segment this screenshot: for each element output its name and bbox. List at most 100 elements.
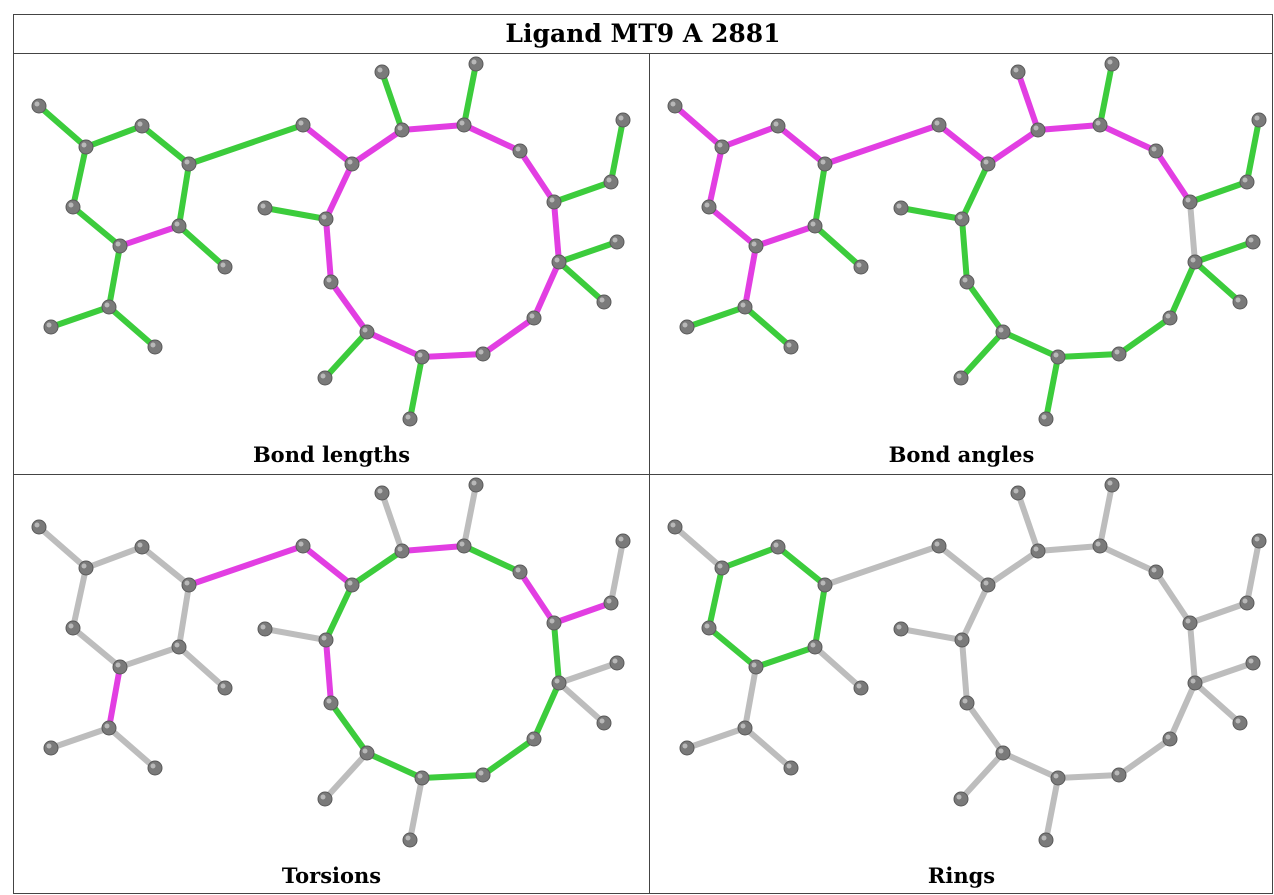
atom-highlight-6 bbox=[220, 683, 226, 689]
atom-20 bbox=[317, 370, 333, 386]
atom-highlight-19 bbox=[1041, 414, 1047, 420]
atom-6 bbox=[217, 680, 233, 696]
atom-17 bbox=[359, 745, 375, 761]
bond-24-23 bbox=[551, 620, 562, 686]
atom-5 bbox=[171, 218, 187, 234]
atom-highlight-0 bbox=[670, 522, 676, 528]
bond-4-8 bbox=[822, 122, 942, 167]
atom-11 bbox=[1092, 538, 1108, 554]
atom-highlight-10 bbox=[1033, 125, 1039, 131]
atom-27 bbox=[1245, 234, 1261, 250]
bond-29-31 bbox=[106, 725, 158, 771]
bond-29-30 bbox=[684, 725, 748, 751]
atom-highlight-14 bbox=[896, 624, 902, 630]
atom-highlight-8 bbox=[934, 541, 940, 547]
bond-10-13 bbox=[379, 69, 405, 133]
atom-highlight-17 bbox=[998, 748, 1004, 754]
bond-11-12 bbox=[461, 482, 479, 549]
bond-11-32 bbox=[1097, 122, 1159, 154]
atom-17 bbox=[995, 745, 1011, 761]
atom-12 bbox=[1104, 56, 1120, 72]
bond-17-20 bbox=[958, 750, 1006, 802]
bond-16-15 bbox=[323, 637, 334, 706]
atom-6 bbox=[217, 259, 233, 275]
bond-7-29 bbox=[742, 243, 759, 310]
bond-18-17 bbox=[1000, 329, 1061, 360]
atom-7 bbox=[112, 238, 128, 254]
bond-9-10 bbox=[985, 127, 1041, 167]
atom-30 bbox=[43, 740, 59, 756]
bond-4-5 bbox=[176, 582, 192, 650]
atom-26 bbox=[1251, 112, 1267, 128]
atom-4 bbox=[817, 156, 833, 172]
bond-8-9 bbox=[936, 122, 991, 167]
atom-22 bbox=[526, 310, 542, 326]
atom-highlight-21 bbox=[1114, 349, 1120, 355]
atom-6 bbox=[853, 680, 869, 696]
atom-9 bbox=[980, 577, 996, 593]
bond-10-13 bbox=[379, 490, 405, 554]
atom-highlight-0 bbox=[34, 101, 40, 107]
bond-11-12 bbox=[1097, 61, 1115, 128]
atom-highlight-1 bbox=[81, 142, 87, 148]
bond-24-23 bbox=[1187, 199, 1198, 265]
atom-highlight-0 bbox=[670, 101, 676, 107]
atom-20 bbox=[317, 791, 333, 807]
atom-highlight-8 bbox=[298, 120, 304, 126]
atom-19 bbox=[402, 832, 418, 848]
atom-10 bbox=[394, 122, 410, 138]
atom-highlight-25 bbox=[606, 177, 612, 183]
atom-16 bbox=[959, 274, 975, 290]
atom-23 bbox=[1187, 675, 1203, 691]
bond-23-28 bbox=[556, 259, 607, 305]
panel-bond-angles: Bond angles bbox=[650, 54, 1273, 474]
bond-29-31 bbox=[106, 304, 158, 350]
atom-highlight-14 bbox=[896, 203, 902, 209]
bond-7-2 bbox=[70, 204, 123, 249]
atom-highlight-24 bbox=[549, 618, 555, 624]
bond-18-17 bbox=[364, 329, 425, 360]
atom-highlight-6 bbox=[856, 683, 862, 689]
atom-highlight-26 bbox=[618, 115, 624, 121]
atom-highlight-1 bbox=[717, 142, 723, 148]
atom-9 bbox=[344, 577, 360, 593]
atom-highlight-30 bbox=[46, 322, 52, 328]
atom-highlight-12 bbox=[1107, 59, 1113, 65]
atom-highlight-17 bbox=[998, 327, 1004, 333]
atom-16 bbox=[959, 695, 975, 711]
atom-10 bbox=[1030, 543, 1046, 559]
bond-23-27 bbox=[556, 660, 620, 686]
atom-highlight-19 bbox=[1041, 835, 1047, 841]
molecule-rings bbox=[667, 477, 1267, 848]
atom-highlight-23 bbox=[554, 678, 560, 684]
bond-10-11 bbox=[399, 122, 467, 133]
atom-highlight-27 bbox=[1248, 658, 1254, 664]
atom-8 bbox=[931, 538, 947, 554]
bond-15-14 bbox=[262, 626, 329, 643]
atom-highlight-22 bbox=[529, 313, 535, 319]
bond-5-6 bbox=[812, 223, 864, 270]
atom-29 bbox=[101, 299, 117, 315]
atom-0 bbox=[31, 519, 47, 535]
atom-3 bbox=[770, 118, 786, 134]
atom-highlight-20 bbox=[956, 373, 962, 379]
caption-torsions: Torsions bbox=[281, 863, 382, 888]
atom-1 bbox=[714, 139, 730, 155]
atom-highlight-18 bbox=[1053, 773, 1059, 779]
atom-highlight-10 bbox=[1033, 546, 1039, 552]
atom-31 bbox=[147, 339, 163, 355]
bond-2-1 bbox=[706, 144, 725, 210]
bond-4-5 bbox=[176, 161, 192, 229]
atom-highlight-21 bbox=[1114, 770, 1120, 776]
atom-highlight-23 bbox=[1190, 257, 1196, 263]
atom-30 bbox=[679, 319, 695, 335]
bond-0-1 bbox=[36, 103, 89, 150]
atom-highlight-12 bbox=[471, 59, 477, 65]
atom-highlight-9 bbox=[347, 580, 353, 586]
atom-highlight-2 bbox=[704, 623, 710, 629]
atom-highlight-9 bbox=[983, 580, 989, 586]
atom-highlight-5 bbox=[174, 221, 180, 227]
bond-21-18 bbox=[419, 772, 486, 781]
atom-highlight-18 bbox=[417, 352, 423, 358]
atom-highlight-1 bbox=[81, 563, 87, 569]
